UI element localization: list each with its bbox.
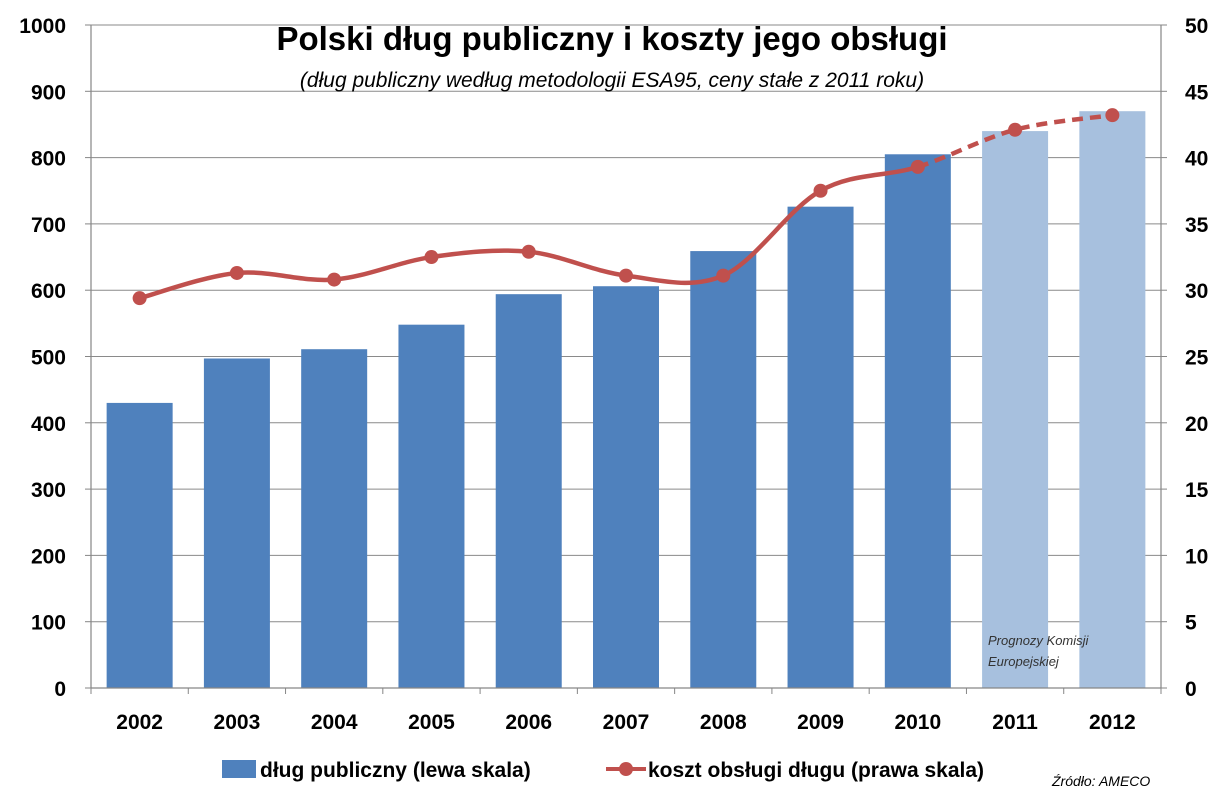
right-tick-label: 35: [1185, 214, 1209, 237]
bar-2007: [593, 286, 659, 688]
chart-subtitle: (dług publiczny według metodologii ESA95…: [300, 69, 924, 92]
left-tick-label: 600: [31, 280, 66, 303]
cost-point-2012: [1105, 108, 1120, 123]
tick-labels: 0 100 200 300 400 500 600 700 800 900 1000 0 5 10 15 20…: [19, 15, 1208, 734]
x-tick-label: 2002: [116, 711, 163, 734]
bar-2012: [1079, 111, 1146, 688]
x-tick-label: 2011: [992, 711, 1038, 734]
bar-2009: [787, 206, 854, 689]
legend-label-cost: koszt obsługi długu (prawa skala): [648, 759, 984, 782]
legend-swatch-debt: [222, 760, 256, 778]
source-note: Źródło: AMECO: [1051, 773, 1150, 789]
bar-2010: [884, 154, 951, 688]
right-tick-label: 50: [1185, 15, 1208, 38]
right-tick-label: 20: [1185, 413, 1208, 436]
axes: [85, 24, 1167, 694]
x-tick-label: 2009: [797, 711, 844, 734]
x-tick-label: 2007: [603, 711, 650, 734]
cost-point-2006: [521, 244, 536, 259]
cost-point-2008: [716, 268, 731, 283]
bar-2004: [301, 349, 368, 688]
bar-2011: [982, 131, 1049, 688]
left-tick-label: 200: [31, 545, 66, 568]
right-tick-label: 25: [1185, 347, 1209, 370]
cost-point-2005: [424, 250, 439, 265]
cost-point-2004: [327, 272, 342, 287]
x-tick-label: 2012: [1089, 711, 1136, 734]
bar-2003: [203, 358, 270, 688]
left-tick-label: 100: [31, 612, 66, 635]
forecast-note-line-1: Prognozy Komisji: [988, 633, 1090, 648]
x-tick-label: 2006: [505, 711, 552, 734]
x-tick-label: 2003: [214, 711, 261, 734]
cost-point-2010: [910, 159, 925, 174]
legend-label-debt: dług publiczny (lewa skala): [260, 759, 531, 782]
right-tick-label: 10: [1185, 545, 1208, 568]
legend: dług publiczny (lewa skala) koszt obsług…: [222, 759, 984, 782]
cost-point-2007: [619, 268, 633, 283]
left-tick-label: 400: [31, 413, 66, 436]
cost-line: [132, 108, 1120, 306]
cost-point-2009: [813, 183, 828, 198]
x-tick-label: 2010: [894, 711, 941, 734]
left-tick-label: 0: [54, 678, 66, 701]
cost-point-2002: [132, 291, 147, 306]
x-tick-label: 2005: [408, 711, 455, 734]
bar-2002: [106, 402, 173, 688]
bar-2008: [690, 251, 757, 688]
right-tick-label: 15: [1185, 479, 1209, 502]
x-tick-label: 2004: [311, 711, 358, 734]
left-tick-label: 800: [31, 148, 66, 171]
left-tick-label: 500: [31, 347, 66, 370]
left-tick-label: 300: [31, 479, 66, 502]
right-tick-label: 40: [1185, 148, 1208, 171]
left-tick-label: 700: [31, 214, 66, 237]
forecast-note-line-2: Europejskiej: [988, 654, 1060, 669]
cost-point-2011: [1008, 122, 1023, 137]
right-tick-label: 0: [1185, 678, 1197, 701]
cost-point-2003: [229, 265, 244, 280]
bars: [106, 111, 1146, 689]
left-tick-label: 1000: [19, 15, 66, 38]
right-tick-label: 5: [1185, 612, 1197, 635]
right-tick-label: 45: [1185, 81, 1209, 104]
x-tick-label: 2008: [700, 711, 747, 734]
bar-2005: [398, 324, 465, 688]
legend-marker-cost: [619, 762, 633, 776]
bar-2006: [495, 294, 562, 688]
right-tick-label: 30: [1185, 280, 1208, 303]
left-tick-label: 900: [31, 81, 66, 104]
chart-title: Polski dług publiczny i koszty jego obsł…: [276, 20, 947, 57]
